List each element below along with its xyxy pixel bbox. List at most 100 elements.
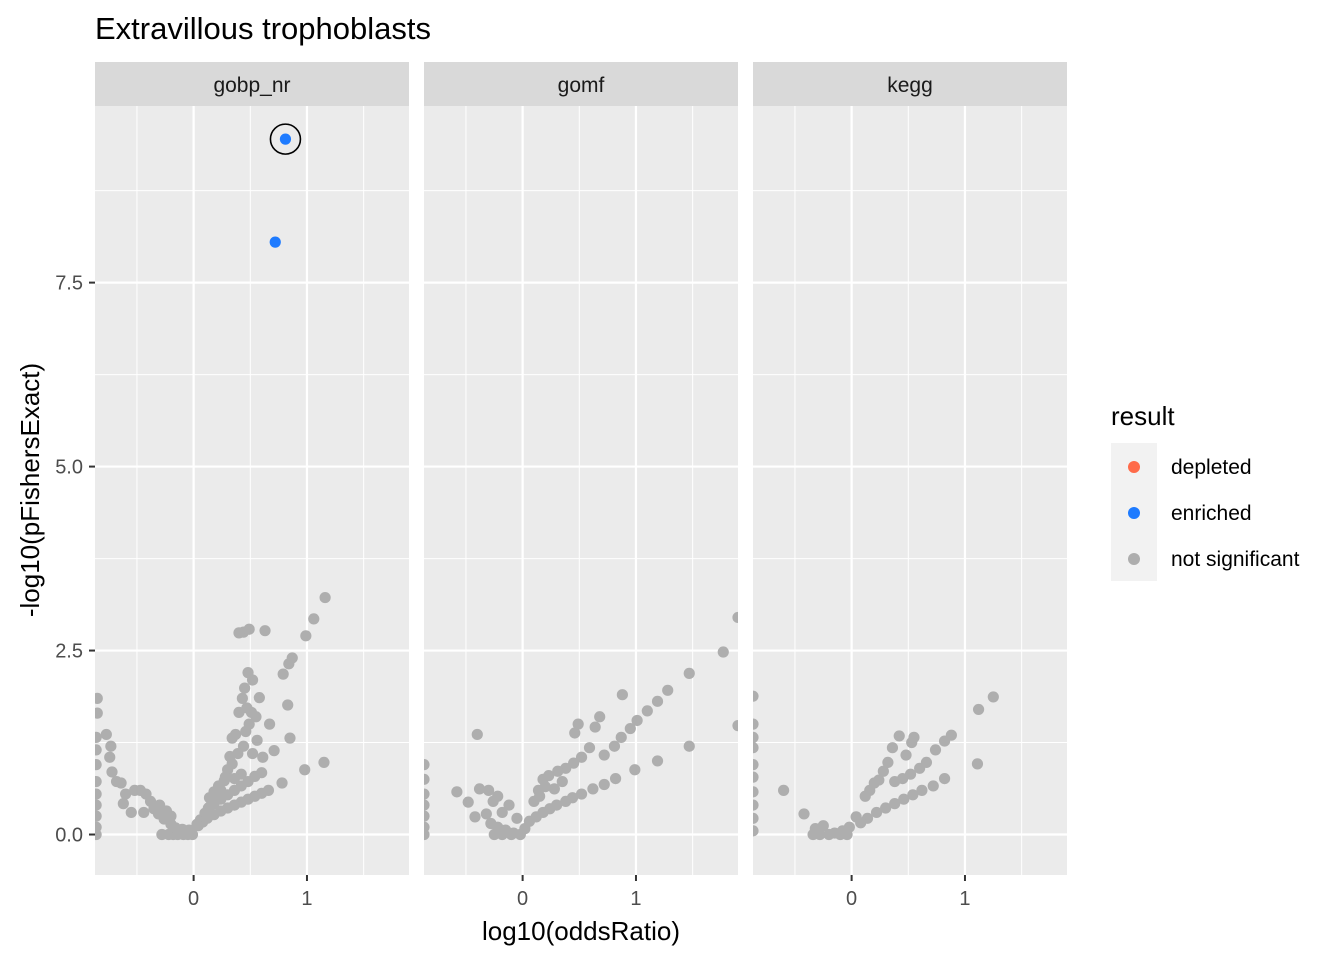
data-point-not-significant [253,692,265,704]
data-point-not-significant [276,777,288,789]
data-point-not-significant [154,799,166,811]
legend-items: depleted enriched not significant [1128,456,1300,571]
data-point-not-significant [319,591,331,604]
panel-background [753,106,1067,875]
data-point-not-significant [850,811,862,823]
data-point-not-significant [236,692,248,704]
chart-title: Extravillous trophoblasts [95,11,431,46]
data-point-not-significant [263,718,276,730]
data-point-not-significant [95,828,102,841]
data-point-not-significant [308,613,320,625]
data-point-enriched [279,133,292,145]
data-point-not-significant [283,658,295,670]
data-point-not-significant [651,755,664,767]
data-point-not-significant [95,788,102,800]
data-point-not-significant [608,740,621,752]
data-point-not-significant [616,689,628,701]
data-point-not-significant [480,808,492,820]
data-point-not-significant [823,828,835,841]
data-point-not-significant [906,736,918,749]
data-point-not-significant [129,784,141,796]
gridlines [95,106,409,875]
data-point-not-significant [972,703,985,716]
data-point-not-significant [505,828,517,841]
data-point-not-significant [534,790,546,802]
facet-strip-label: gomf [558,74,605,97]
data-point-not-significant [95,692,103,704]
data-point-not-significant [938,735,951,747]
data-point-enriched [269,236,281,248]
data-point-not-significant [219,771,231,783]
data-points [753,690,999,841]
data-point-not-significant [125,806,137,819]
x-tick-label: 1 [959,888,970,910]
data-point-not-significant [424,759,430,771]
data-point-not-significant [496,828,508,841]
data-point-not-significant [609,772,622,785]
data-point-not-significant [451,786,463,798]
data-point-not-significant [569,727,581,739]
data-point-not-significant [552,765,564,777]
data-point-not-significant [938,772,951,785]
facet-strip-label: kegg [887,74,933,97]
x-tick-label: 0 [846,888,857,910]
facet-strip-label: gobp_nr [213,74,290,97]
data-point-not-significant [753,825,759,837]
data-point-not-significant [106,766,118,778]
data-point-not-significant [914,762,926,774]
y-tick-label: 5.0 [55,457,83,479]
legend-key-enriched [1128,507,1140,519]
data-point-not-significant [300,630,312,642]
data-point-not-significant [469,811,481,823]
data-point-not-significant [488,828,500,841]
data-point-not-significant [589,721,601,733]
data-point-not-significant [587,783,599,795]
data-point-not-significant [268,745,280,757]
facet-strip [95,62,409,106]
data-point-not-significant [753,731,759,743]
data-point-not-significant [424,788,430,800]
x-tick-label: 0 [517,888,528,910]
data-point-not-significant [556,775,568,788]
data-point-not-significant [809,823,821,835]
data-point-not-significant [683,740,695,752]
data-point-not-significant [424,828,430,841]
y-tick-label: 2.5 [55,641,83,663]
x-tick-label: 1 [630,888,641,910]
data-point-not-significant [870,806,883,819]
data-point-not-significant [282,699,294,711]
data-point-not-significant [424,773,430,785]
facet-strip [424,62,738,106]
data-point-not-significant [594,711,606,723]
data-point-not-significant [882,756,894,769]
data-point-not-significant [233,706,245,718]
data-point-not-significant [496,806,508,819]
y-axis-title: -log10(pFishersExact) [15,363,45,617]
data-point-not-significant [753,812,759,824]
legend: result depleted enriched not significant [1111,401,1300,581]
data-point-not-significant [240,725,252,738]
data-point-not-significant [511,812,523,824]
data-point-not-significant [598,749,610,761]
data-point-not-significant [483,784,495,796]
data-point-not-significant [717,646,729,658]
x-tick-label: 1 [301,888,312,910]
facet-panel-gobp_nr: gobp_nr 0 1 [95,62,409,910]
data-point-not-significant [156,828,168,841]
data-point-not-significant [251,734,263,746]
data-point-not-significant [583,742,596,754]
data-point-not-significant [239,682,251,694]
data-point-not-significant [753,786,759,798]
x-tick-label: 0 [188,888,199,910]
data-point-not-significant [250,711,262,723]
data-point-not-significant [246,747,259,760]
data-point-not-significant [473,783,486,795]
data-point-not-significant [424,799,430,811]
data-point-not-significant [487,795,499,808]
facet-panels: gobp_nr 0 1 gomf 0 1 kegg 0 1 [95,62,1067,910]
data-point-not-significant [575,788,588,800]
data-point-not-significant [753,718,759,730]
legend-key-not-significant [1128,553,1140,565]
y-tick-label: 7.5 [55,273,83,295]
x-axis-title: log10(oddsRatio) [482,916,680,946]
